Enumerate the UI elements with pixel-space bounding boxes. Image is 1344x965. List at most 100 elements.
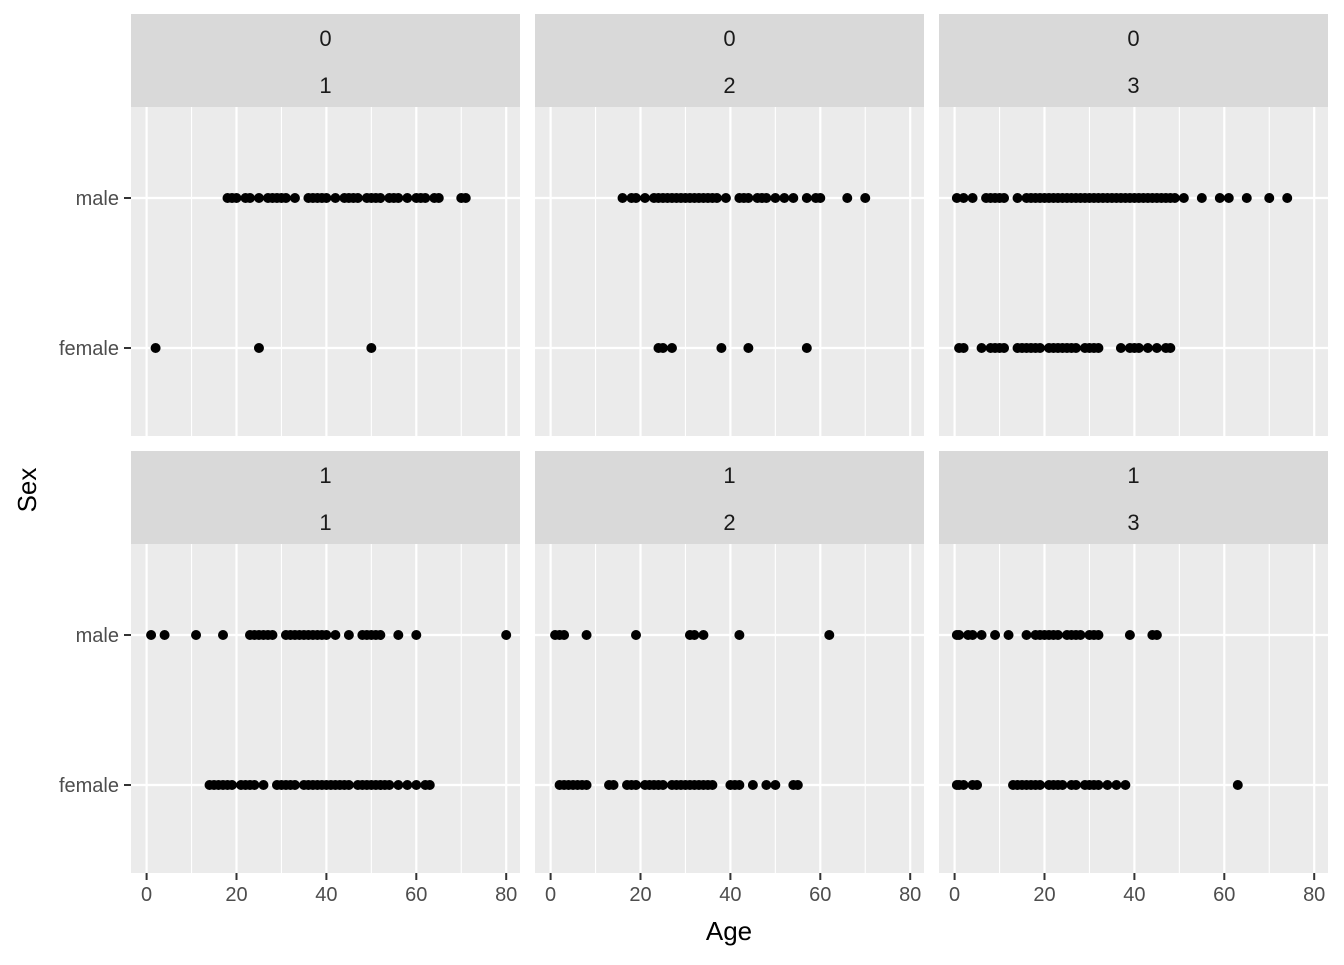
facet-strip — [939, 14, 1328, 107]
data-point — [770, 779, 781, 790]
data-point — [280, 193, 291, 204]
data-point — [617, 193, 628, 204]
x-tick-label: 80 — [1303, 884, 1325, 906]
data-point — [657, 342, 668, 353]
data-point — [958, 193, 969, 204]
facet-strip-col-label: 3 — [1127, 73, 1139, 98]
data-point — [747, 779, 758, 790]
x-tick-label: 60 — [405, 884, 427, 906]
data-point — [1115, 342, 1126, 353]
data-point — [716, 342, 727, 353]
data-point — [253, 342, 264, 353]
data-point — [999, 193, 1010, 204]
data-point — [972, 779, 983, 790]
data-point — [253, 193, 264, 204]
data-point — [393, 193, 404, 204]
data-point — [1093, 342, 1104, 353]
x-tick-label: 80 — [899, 884, 921, 906]
data-point — [231, 193, 242, 204]
data-point — [631, 193, 642, 204]
data-point — [1165, 342, 1176, 353]
data-point — [1102, 779, 1113, 790]
data-point — [289, 779, 300, 790]
data-point — [1035, 779, 1046, 790]
facet-panel: 120 20 40 60 80 — [535, 451, 924, 906]
facet-panel: 1 3 0 20 40 60 80 — [939, 451, 1328, 906]
facet-panel: 03 — [939, 14, 1328, 436]
facet-strip — [535, 451, 924, 544]
data-point — [976, 342, 987, 353]
data-point — [958, 342, 969, 353]
data-point — [770, 193, 781, 204]
facet-strip-col-label: 3 — [1127, 510, 1139, 535]
data-point — [1142, 342, 1153, 353]
y-tick-label: male — [76, 188, 119, 210]
data-point — [1111, 779, 1122, 790]
x-tick-label: 60 — [1213, 884, 1235, 906]
x-axis-title: Age — [706, 916, 752, 946]
data-point — [720, 193, 731, 204]
data-point — [860, 193, 871, 204]
data-point — [411, 630, 422, 641]
data-point — [267, 630, 278, 641]
data-point — [343, 630, 354, 641]
x-tick-label: 20 — [225, 884, 247, 906]
data-point — [330, 630, 341, 641]
y-tick-label: female — [59, 338, 119, 360]
data-point — [990, 630, 1001, 641]
data-point — [559, 630, 570, 641]
data-point — [393, 779, 404, 790]
data-point — [1012, 193, 1023, 204]
data-point — [146, 630, 157, 641]
data-point — [1093, 779, 1104, 790]
data-point — [967, 193, 978, 204]
data-point — [1169, 193, 1180, 204]
data-point — [289, 193, 300, 204]
data-point — [734, 779, 745, 790]
data-point — [1214, 193, 1225, 204]
data-point — [402, 193, 413, 204]
data-point — [734, 630, 745, 641]
data-point — [792, 779, 803, 790]
data-point — [1223, 193, 1234, 204]
y-tick-label: male — [76, 625, 119, 647]
data-point — [1178, 193, 1189, 204]
data-point — [779, 193, 790, 204]
facet-strip-row-label: 0 — [723, 26, 735, 51]
x-tick-label: 20 — [629, 884, 651, 906]
x-tick-label: 40 — [719, 884, 741, 906]
facet-panel: 0 1 male female — [59, 14, 520, 436]
data-point — [761, 193, 772, 204]
data-point — [1075, 630, 1086, 641]
data-point — [1151, 342, 1162, 353]
data-point — [1093, 630, 1104, 641]
data-point — [639, 193, 650, 204]
data-point — [1120, 779, 1131, 790]
x-tick-label: 60 — [809, 884, 831, 906]
facet-strip-row-label: 0 — [1127, 26, 1139, 51]
data-point — [343, 779, 354, 790]
data-point — [801, 193, 812, 204]
data-point — [698, 630, 709, 641]
facet-strip-row-label: 1 — [1127, 463, 1139, 488]
data-point — [788, 193, 799, 204]
data-point — [1057, 779, 1068, 790]
data-point — [581, 630, 592, 641]
data-point — [1052, 630, 1063, 641]
data-point — [815, 193, 826, 204]
data-point — [954, 630, 965, 641]
data-point — [321, 630, 332, 641]
data-point — [801, 342, 812, 353]
data-point — [330, 193, 341, 204]
data-point — [1232, 779, 1243, 790]
x-tick-label: 40 — [1123, 884, 1145, 906]
y-tick-label: female — [59, 775, 119, 797]
data-point — [1124, 630, 1135, 641]
data-point — [1282, 193, 1293, 204]
facet-strip-row-label: 0 — [319, 26, 331, 51]
data-point — [433, 193, 444, 204]
data-point — [976, 630, 987, 641]
data-point — [1070, 342, 1081, 353]
data-point — [743, 342, 754, 353]
facet-strip-col-label: 2 — [723, 73, 735, 98]
